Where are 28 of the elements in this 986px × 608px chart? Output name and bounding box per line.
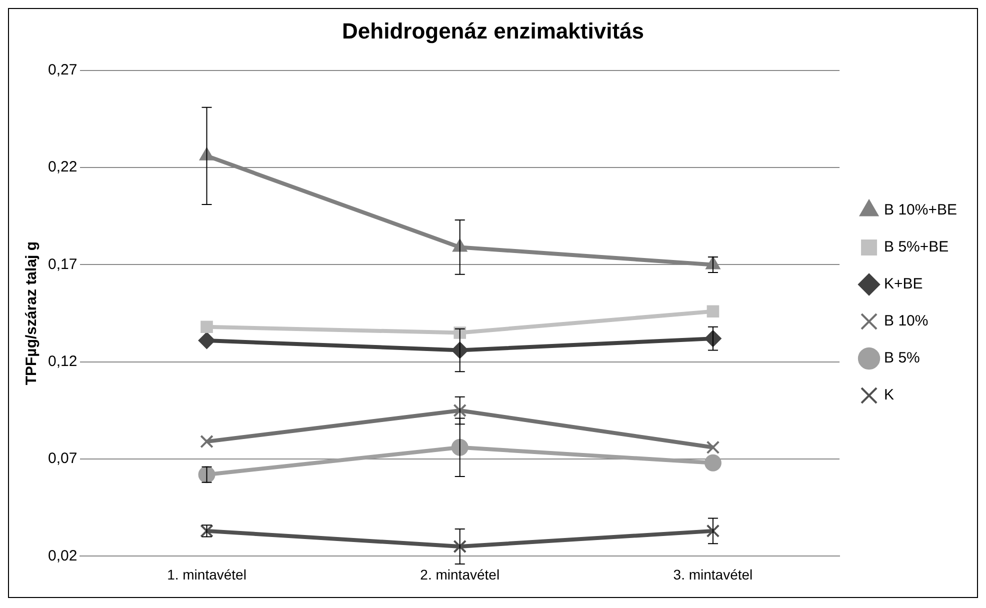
legend-label: K — [884, 386, 894, 404]
legend-label: B 5% — [884, 350, 920, 367]
y-tick-label: 0,27 — [48, 62, 78, 79]
point — [200, 320, 213, 334]
y-tick-label: 0,22 — [48, 158, 78, 176]
point — [200, 434, 214, 448]
y-tick-label: 0,02 — [48, 547, 78, 564]
y-tick-label: 0,17 — [48, 256, 78, 273]
legend-label: B 10%+BE — [884, 202, 958, 219]
point — [706, 440, 720, 454]
x-tick-label: 2. mintavétel — [420, 566, 500, 582]
x-tick-label: 3. mintavétel — [673, 566, 753, 582]
point — [706, 524, 720, 538]
point — [706, 305, 720, 318]
point — [453, 540, 467, 554]
legend-label: B 10% — [884, 312, 928, 330]
y-tick-label: 0,12 — [48, 353, 78, 370]
point — [198, 466, 216, 484]
point — [198, 332, 216, 350]
y-tick-label: 0,07 — [48, 450, 78, 468]
y-axis-title: TPFµg/száraz talaj g — [23, 241, 40, 386]
point — [451, 438, 468, 456]
point — [453, 404, 467, 418]
legend-label: K+BE — [884, 276, 923, 293]
chart-title: Dehidrogenáz enzimaktivitás — [342, 18, 644, 44]
x-tick-label: 1. mintavétel — [167, 566, 246, 582]
legend-label: B 5%+BE — [884, 238, 949, 256]
point — [704, 454, 722, 472]
